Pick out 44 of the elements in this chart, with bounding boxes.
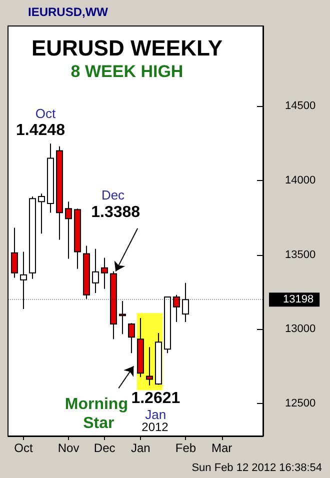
ref-line-label: 13198 <box>283 294 314 306</box>
y-tick-label: 13000 <box>285 323 316 336</box>
candlestick <box>11 227 18 278</box>
candlestick <box>146 346 153 386</box>
candlestick <box>137 318 144 378</box>
x-tick-label: Nov <box>58 441 80 455</box>
candlestick <box>38 193 45 234</box>
chart-title: EURUSD WEEKLY <box>31 36 223 60</box>
candlestick <box>101 257 108 290</box>
annotation: 1.4248 <box>16 122 66 140</box>
text: Sun Feb 12 2012 16:38:54 <box>192 462 322 474</box>
x-tick-label: Jan <box>130 441 150 455</box>
annotation: 2012 <box>142 420 169 434</box>
x-tick-label: Oct <box>14 441 34 455</box>
annotation: Oct <box>35 106 56 122</box>
candlestick <box>119 300 126 335</box>
candlestick <box>92 248 99 294</box>
text: IEURUSD,WW <box>28 5 109 19</box>
candlestick <box>182 282 189 323</box>
annotation: Dec <box>101 188 126 202</box>
x-tick-label: Dec <box>94 441 116 455</box>
candlestick <box>47 143 54 214</box>
candlestick <box>74 208 81 270</box>
candlestick <box>29 196 36 280</box>
text: 8 WEEK HIGH <box>70 62 184 81</box>
annotation: 1.3388 <box>91 204 140 221</box>
candlestick <box>65 201 72 260</box>
candlestick <box>20 251 27 310</box>
candlestick <box>164 296 171 354</box>
annotation: Morning Star <box>64 396 132 432</box>
candlestick <box>128 322 135 354</box>
annotation: 1.2621 <box>131 390 180 407</box>
candlestick <box>110 270 117 340</box>
y-tick-label: 13500 <box>285 248 316 261</box>
candlestick <box>155 332 162 386</box>
x-tick-label: Mar <box>211 441 232 455</box>
y-tick-label: 14000 <box>285 174 316 186</box>
y-tick-label: 14500 <box>285 100 316 112</box>
x-tick-label: Feb <box>175 441 196 455</box>
candlestick <box>173 294 180 323</box>
annotation: Jan <box>145 406 166 422</box>
candlestick <box>83 245 90 300</box>
candlestick <box>56 146 63 240</box>
y-tick-label: 12500 <box>285 397 316 410</box>
